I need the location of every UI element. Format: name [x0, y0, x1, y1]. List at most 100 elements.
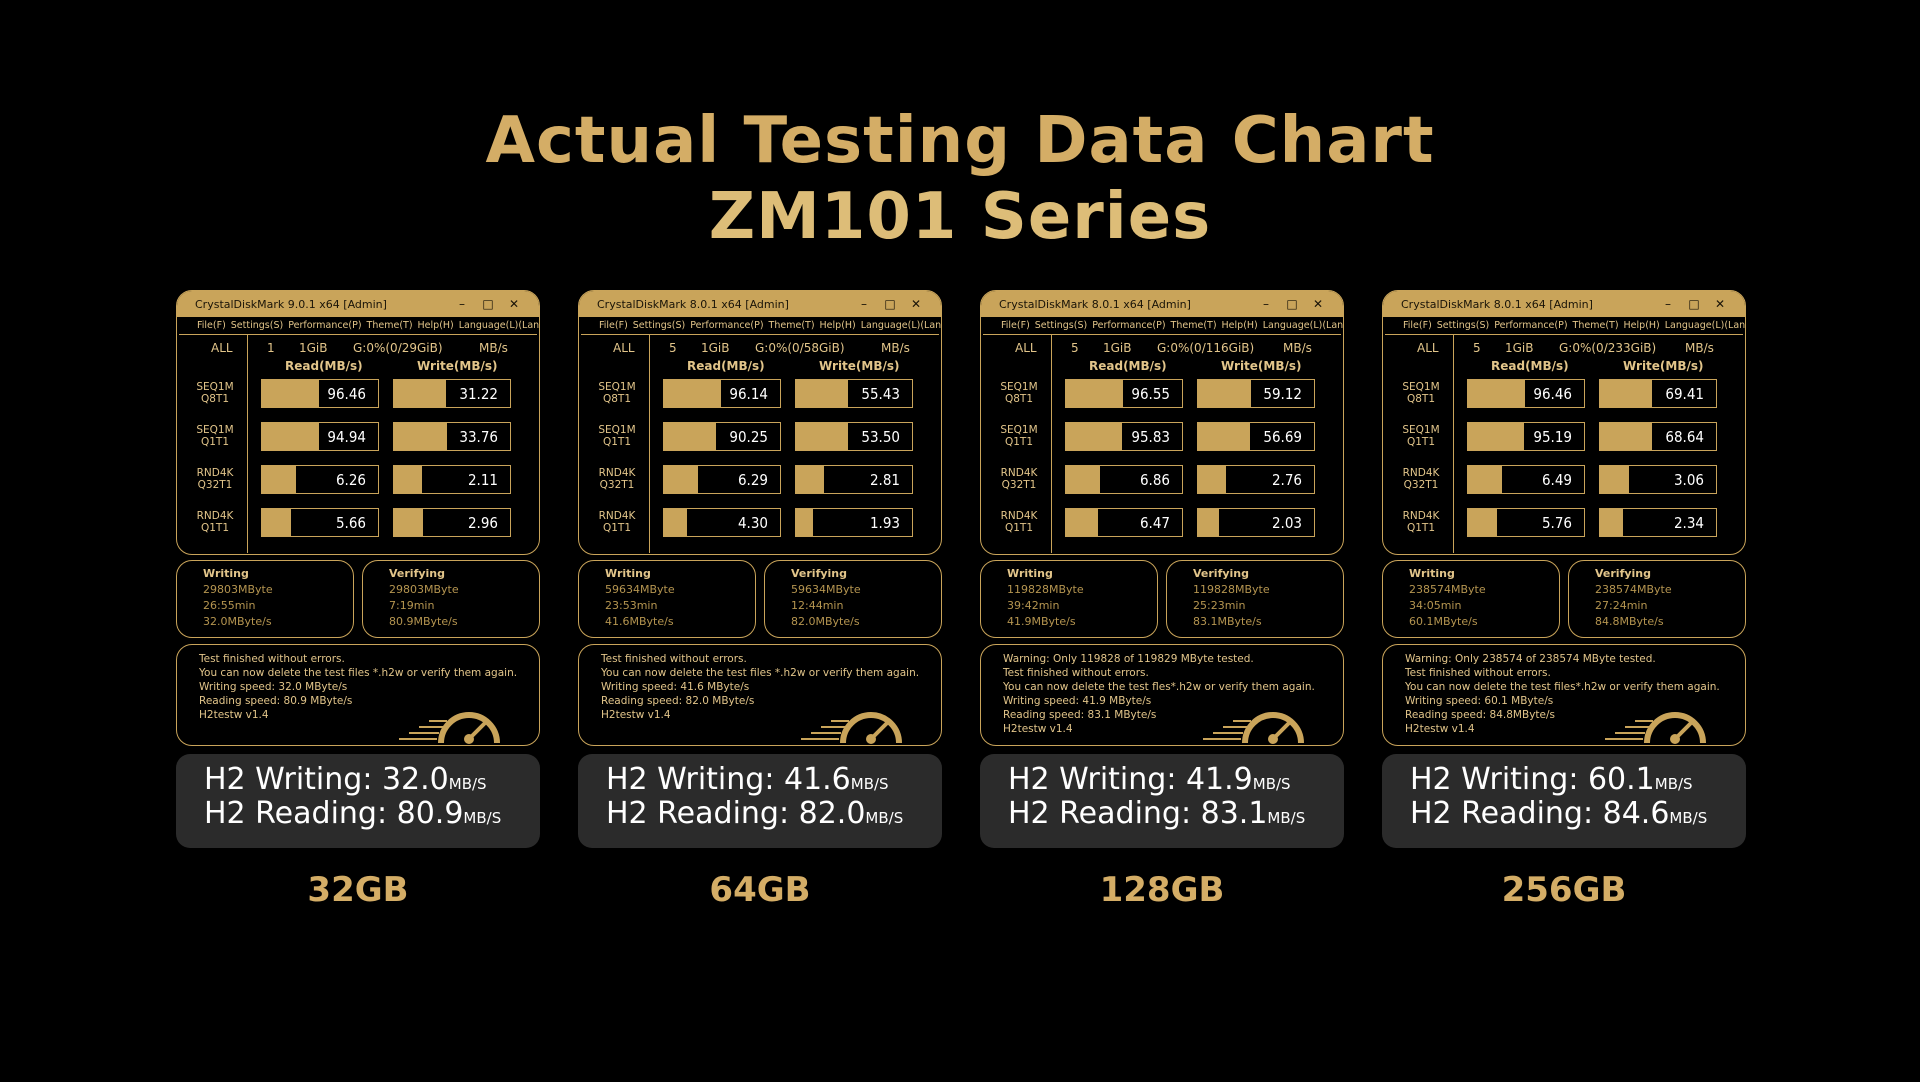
- maximize-icon[interactable]: □: [884, 297, 896, 311]
- maximize-icon[interactable]: □: [1286, 297, 1298, 311]
- all-button[interactable]: ALL: [211, 341, 233, 355]
- row-label-line2: Q8T1: [200, 393, 230, 405]
- menu-item[interactable]: File(F): [1001, 320, 1030, 331]
- menu-item[interactable]: Help(H): [1623, 320, 1660, 331]
- maximize-icon[interactable]: □: [1688, 297, 1700, 311]
- read-result-cell: 4.30: [663, 508, 781, 537]
- benchmark-panel: CrystalDiskMark 9.0.1 x64 [Admin] – □ ✕ File…: [176, 290, 540, 910]
- menu-item[interactable]: File(F): [197, 320, 226, 331]
- row-label[interactable]: RND4K Q32T1: [187, 467, 243, 491]
- maximize-icon[interactable]: □: [482, 297, 494, 311]
- writing-title: Writing: [203, 567, 249, 580]
- writing-value: 26:55min: [203, 599, 256, 612]
- close-icon[interactable]: ✕: [1714, 297, 1726, 311]
- menu-item[interactable]: File(F): [599, 320, 628, 331]
- menu-item[interactable]: File(F): [1403, 320, 1432, 331]
- menu-item[interactable]: Performance(P): [288, 320, 362, 331]
- test-drive[interactable]: G:0%(0/58GiB): [755, 341, 845, 355]
- test-count[interactable]: 5: [1071, 341, 1079, 355]
- minimize-icon[interactable]: –: [1263, 297, 1269, 311]
- menu-item[interactable]: Theme(T): [768, 320, 815, 331]
- minimize-icon[interactable]: –: [459, 297, 465, 311]
- row-label-line1: RND4K: [1402, 510, 1440, 522]
- row-label[interactable]: RND4K Q32T1: [1393, 467, 1449, 491]
- menu-item[interactable]: Language(L)(Language): [1664, 320, 1746, 331]
- row-label[interactable]: RND4K Q32T1: [589, 467, 645, 491]
- row-label[interactable]: RND4K Q1T1: [1393, 510, 1449, 534]
- writing-value: 41.9MByte/s: [1007, 615, 1076, 628]
- verifying-title: Verifying: [389, 567, 445, 580]
- close-icon[interactable]: ✕: [1312, 297, 1324, 311]
- row-label[interactable]: RND4K Q32T1: [991, 467, 1047, 491]
- row-label-line1: SEQ1M: [598, 424, 636, 436]
- test-size[interactable]: 1GiB: [701, 341, 730, 355]
- h2-reading-unit: MB/S: [463, 809, 502, 827]
- writing-value: 23:53min: [605, 599, 658, 612]
- all-button[interactable]: ALL: [613, 341, 635, 355]
- test-count[interactable]: 5: [669, 341, 677, 355]
- h2-writing-unit: MB/S: [850, 775, 889, 793]
- menu-item[interactable]: Theme(T): [366, 320, 413, 331]
- row-label[interactable]: SEQ1M Q8T1: [1393, 381, 1449, 405]
- row-label-line2: Q32T1: [1403, 479, 1439, 491]
- close-icon[interactable]: ✕: [508, 297, 520, 311]
- menu-item[interactable]: Language(L)(Language): [1262, 320, 1344, 331]
- test-size[interactable]: 1GiB: [1103, 341, 1132, 355]
- all-button[interactable]: ALL: [1015, 341, 1037, 355]
- close-icon[interactable]: ✕: [910, 297, 922, 311]
- write-result-cell: 69.41: [1599, 379, 1717, 408]
- menu-item[interactable]: Settings(S): [1034, 320, 1088, 331]
- row-label[interactable]: SEQ1M Q8T1: [991, 381, 1047, 405]
- test-size[interactable]: 1GiB: [299, 341, 328, 355]
- test-size[interactable]: 1GiB: [1505, 341, 1534, 355]
- log-line: Warning: Only 238574 of 238574 MByte tes…: [1405, 653, 1656, 665]
- menu-item[interactable]: Settings(S): [1436, 320, 1490, 331]
- row-label[interactable]: SEQ1M Q8T1: [187, 381, 243, 405]
- h2-reading-label: H2 Reading:: [1008, 796, 1201, 831]
- h2-writing-line: H2 Writing: 60.1MB/S: [1410, 762, 1693, 797]
- read-result-bar: [664, 509, 688, 536]
- verifying-value: 80.9MByte/s: [389, 615, 458, 628]
- row-label-line1: SEQ1M: [1402, 381, 1440, 393]
- h2testw-log: Warning: Only 119828 of 119829 MByte tes…: [980, 644, 1344, 746]
- write-result-cell: 53.50: [795, 422, 913, 451]
- row-label[interactable]: RND4K Q1T1: [589, 510, 645, 534]
- test-drive[interactable]: G:0%(0/233GiB): [1559, 341, 1657, 355]
- row-label-line2: Q1T1: [1406, 522, 1436, 534]
- menu-item[interactable]: Language(L)(Language): [458, 320, 540, 331]
- write-result-value: 56.69: [1263, 428, 1302, 446]
- row-label[interactable]: RND4K Q1T1: [187, 510, 243, 534]
- test-count[interactable]: 1: [267, 341, 275, 355]
- menu-item[interactable]: Language(L)(Language): [860, 320, 942, 331]
- test-drive[interactable]: G:0%(0/29GiB): [353, 341, 443, 355]
- capacity-label: 64GB: [709, 870, 811, 910]
- log-line: Warning: Only 119828 of 119829 MByte tes…: [1003, 653, 1254, 665]
- test-drive[interactable]: G:0%(0/116GiB): [1157, 341, 1255, 355]
- read-result-value: 95.19: [1533, 428, 1572, 446]
- minimize-icon[interactable]: –: [1665, 297, 1671, 311]
- row-label[interactable]: SEQ1M Q1T1: [991, 424, 1047, 448]
- menu-item[interactable]: Help(H): [1221, 320, 1258, 331]
- menu-item[interactable]: Performance(P): [690, 320, 764, 331]
- row-label[interactable]: SEQ1M Q1T1: [1393, 424, 1449, 448]
- row-label[interactable]: RND4K Q1T1: [991, 510, 1047, 534]
- row-label[interactable]: SEQ1M Q1T1: [187, 424, 243, 448]
- menu-item[interactable]: Help(H): [417, 320, 454, 331]
- minimize-icon[interactable]: –: [861, 297, 867, 311]
- menu-item[interactable]: Theme(T): [1572, 320, 1619, 331]
- menu-item[interactable]: Theme(T): [1170, 320, 1217, 331]
- menu-item[interactable]: Settings(S): [230, 320, 284, 331]
- h2-reading-line: H2 Reading: 82.0MB/S: [606, 796, 903, 831]
- writing-value: 39:42min: [1007, 599, 1060, 612]
- menu-item[interactable]: Performance(P): [1092, 320, 1166, 331]
- menu-item[interactable]: Help(H): [819, 320, 856, 331]
- read-result-bar: [1066, 509, 1099, 536]
- all-button[interactable]: ALL: [1417, 341, 1439, 355]
- menu-item[interactable]: Settings(S): [632, 320, 686, 331]
- write-result-value: 69.41: [1665, 385, 1704, 403]
- menu-item[interactable]: Performance(P): [1494, 320, 1568, 331]
- row-label[interactable]: SEQ1M Q8T1: [589, 381, 645, 405]
- page-title: Actual Testing Data Chart: [485, 104, 1435, 178]
- test-count[interactable]: 5: [1473, 341, 1481, 355]
- row-label[interactable]: SEQ1M Q1T1: [589, 424, 645, 448]
